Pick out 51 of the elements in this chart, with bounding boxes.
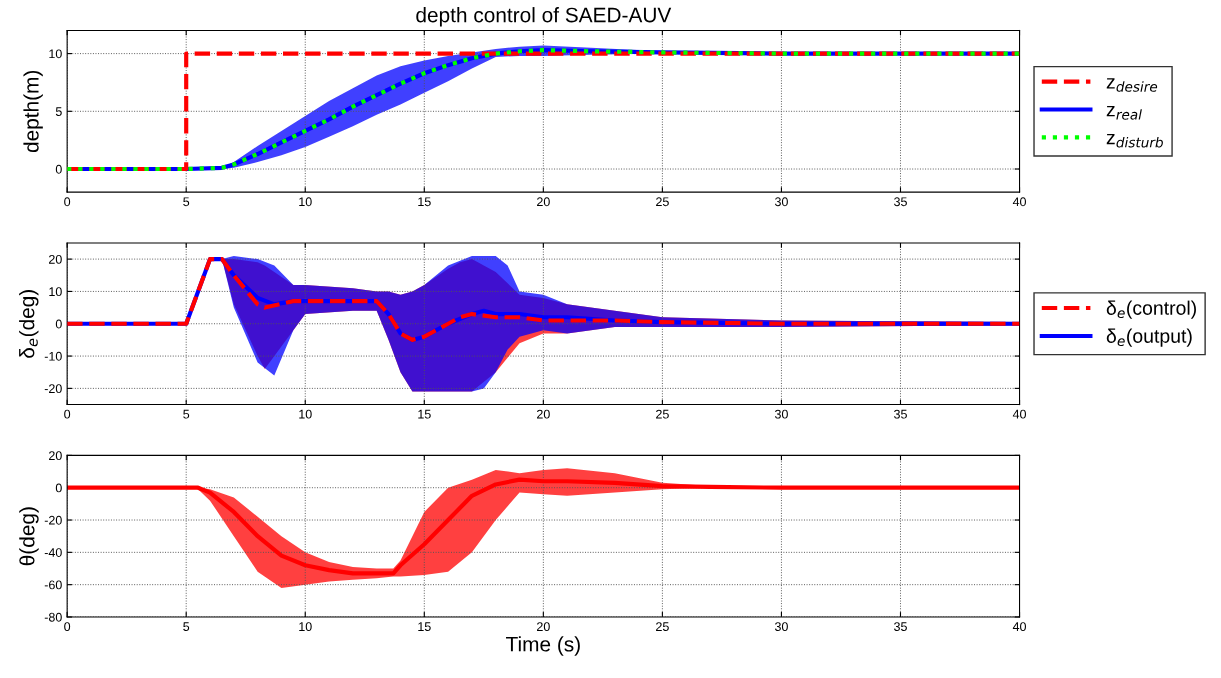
chart-title: depth control of SAED-AUV bbox=[416, 7, 672, 27]
x-tick-label: 25 bbox=[656, 622, 669, 632]
x-tick-label: 25 bbox=[656, 197, 669, 207]
y-tick-label: 20 bbox=[49, 254, 62, 264]
x-tick-label: 30 bbox=[774, 622, 788, 632]
x-tick-label: 40 bbox=[1012, 409, 1026, 419]
y-tick-label: -80 bbox=[44, 612, 62, 622]
x-tick-label: 20 bbox=[537, 197, 550, 207]
x-tick-label: 15 bbox=[418, 409, 431, 419]
x-tick-label: 30 bbox=[774, 409, 788, 419]
y-tick-label: -20 bbox=[44, 384, 62, 394]
y-tick-label: 10 bbox=[49, 49, 62, 59]
y-tick-label: -40 bbox=[44, 548, 62, 557]
x-tick-label: 10 bbox=[299, 197, 312, 207]
y-tick-label: 10 bbox=[49, 287, 62, 297]
x-tick-label: 5 bbox=[183, 622, 190, 632]
x-tick-label: 20 bbox=[537, 409, 550, 419]
x-tick-label: 40 bbox=[1012, 622, 1026, 632]
x-tick-label: 10 bbox=[299, 409, 312, 419]
x-tick-label: 20 bbox=[537, 622, 550, 632]
x-tick-label: 5 bbox=[183, 197, 190, 207]
x-tick-label: 15 bbox=[418, 197, 431, 207]
y-tick-label: 20 bbox=[49, 451, 62, 461]
legend-label: δ$_{e}$(control) bbox=[1106, 300, 1196, 319]
y-axis-title: θ(deg) bbox=[19, 507, 39, 566]
x-tick-label: 25 bbox=[656, 409, 669, 419]
legend-label: δ$_{e}$(output) bbox=[1106, 328, 1192, 347]
y-axis-title: δ$_{e}$(deg) bbox=[19, 290, 39, 358]
x-axis-title: Time (s) bbox=[506, 636, 580, 656]
x-tick-label: 40 bbox=[1012, 197, 1026, 207]
x-tick-label: 0 bbox=[64, 197, 71, 207]
legend-label: z$_{real}$ bbox=[1106, 106, 1142, 120]
y-tick-label: -10 bbox=[44, 351, 62, 361]
y-tick-label: -60 bbox=[44, 580, 62, 590]
x-tick-label: 30 bbox=[774, 197, 788, 207]
y-tick-label: 0 bbox=[55, 164, 62, 174]
x-tick-label: 15 bbox=[418, 622, 431, 632]
legend-label: z$_{desire}$ bbox=[1106, 78, 1158, 92]
y-tick-label: 0 bbox=[55, 319, 62, 329]
x-tick-label: 5 bbox=[183, 409, 190, 419]
y-axis-title: depth(m) bbox=[23, 70, 43, 153]
legend-label: z$_{disturb}$ bbox=[1106, 133, 1163, 148]
x-tick-label: 0 bbox=[64, 622, 71, 632]
x-tick-label: 35 bbox=[894, 409, 907, 419]
x-tick-label: 10 bbox=[299, 622, 312, 632]
y-tick-label: 5 bbox=[55, 107, 62, 116]
x-tick-label: 0 bbox=[64, 409, 71, 419]
y-tick-label: 0 bbox=[55, 483, 62, 493]
y-tick-label: -20 bbox=[44, 515, 62, 525]
x-tick-label: 35 bbox=[894, 197, 907, 207]
x-tick-label: 35 bbox=[894, 622, 907, 632]
